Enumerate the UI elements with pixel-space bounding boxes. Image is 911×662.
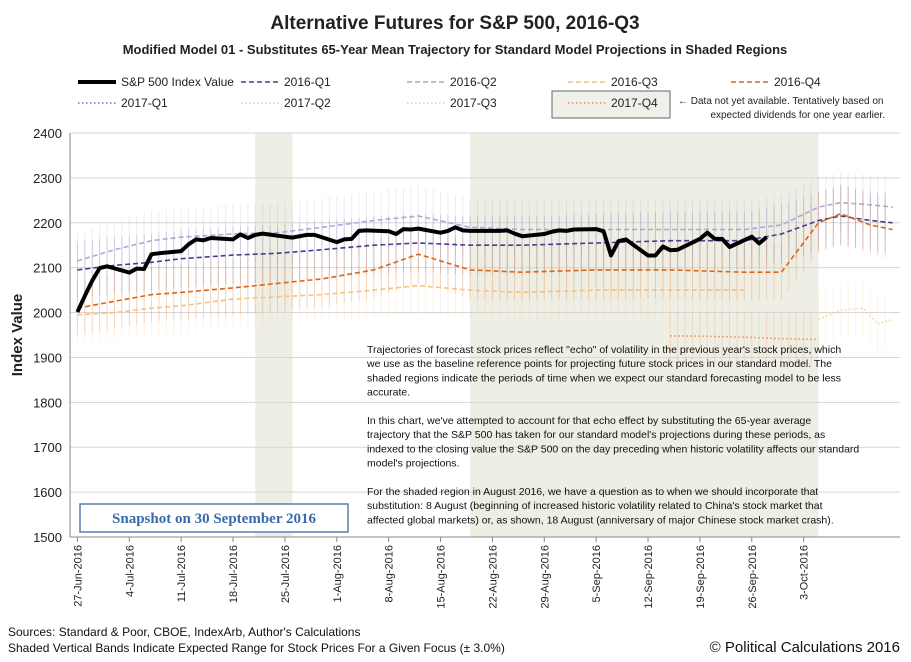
- legend-label: 2016-Q3: [611, 75, 658, 89]
- x-tick-label: 11-Jul-2016: [176, 545, 188, 602]
- y-tick-label: 2300: [33, 171, 62, 186]
- annotation-line: indexed to the closing value the S&P 500…: [367, 443, 859, 455]
- series-2016-q2: [77, 201, 893, 262]
- x-tick-label: 27-Jun-2016: [72, 545, 84, 607]
- x-tick-label: 19-Sep-2016: [695, 545, 707, 609]
- x-tick-label: 3-Oct-2016: [799, 545, 811, 600]
- series-2016-q4: [77, 213, 893, 309]
- footer-bands-note: Shaded Vertical Bands Indicate Expected …: [8, 641, 505, 655]
- legend-label: 2016-Q4: [774, 75, 821, 89]
- x-tick-label: 15-Aug-2016: [436, 545, 448, 609]
- annotation-line: model's projections.: [367, 458, 459, 470]
- series-2016-q3: [77, 284, 745, 316]
- series-2017-q3: [818, 307, 893, 325]
- annotation-line: trajectory that the S&P 500 has taken fo…: [367, 429, 825, 441]
- legend-label: 2017-Q3: [450, 96, 497, 110]
- legend-unavailable-box: [551, 90, 671, 119]
- x-tick-label: 5-Sep-2016: [591, 545, 603, 603]
- y-tick-label: 1500: [33, 530, 62, 545]
- legend-label: 2016-Q2: [450, 75, 497, 89]
- gridlines: [70, 132, 900, 493]
- shaded-region-2: [470, 133, 819, 537]
- series-2016-q1: [77, 215, 893, 271]
- annotation-line: In this chart, we've attempted to accoun…: [367, 415, 811, 427]
- legend-label: S&P 500 Index Value: [121, 75, 234, 89]
- series-lines: [75, 201, 893, 341]
- legend: S&P 500 Index Value 2016-Q1 2016-Q2 2016-Q3…: [78, 75, 821, 119]
- shaded-region-1: [255, 133, 293, 537]
- x-tick-label: 18-Jul-2016: [228, 545, 240, 603]
- snapshot-box: Snapshot on 30 September 2016: [79, 503, 349, 533]
- y-tick-label: 2000: [33, 306, 62, 321]
- annotation-line: accurate.: [367, 387, 410, 399]
- x-tick-label: 25-Jul-2016: [280, 545, 292, 603]
- y-tick-label: 2100: [33, 261, 62, 276]
- y-tick-label: 2200: [33, 216, 62, 231]
- chart-subtitle: Modified Model 01 - Substitutes 65-Year …: [123, 42, 788, 57]
- annotation-line: substitution: 8 August (beginning of inc…: [367, 500, 823, 512]
- legend-label: 2017-Q4: [611, 96, 658, 110]
- x-axis: 27-Jun-2016 4-Jul-2016 11-Jul-2016 18-Jul-2…: [72, 537, 811, 609]
- y-tick-label: 2400: [33, 126, 62, 141]
- chart-title: Alternative Futures for S&P 500, 2016-Q3: [270, 13, 639, 34]
- annotation-line: For the shaded region in August 2016, we…: [367, 486, 818, 498]
- legend-label: 2017-Q2: [284, 96, 331, 110]
- legend-label: 2017-Q1: [121, 96, 168, 110]
- x-tick-label: 26-Sep-2016: [747, 545, 759, 609]
- snapshot-label: Snapshot on 30 September 2016: [112, 511, 316, 527]
- y-tick-label: 1700: [33, 440, 62, 455]
- y-tick-label: 1900: [33, 350, 62, 365]
- series-2017-q4: [670, 335, 819, 341]
- legend-note-line-2: expected dividends for one year earlier.: [710, 110, 885, 121]
- x-tick-label: 1-Aug-2016: [332, 545, 344, 603]
- footer-sources: Sources: Standard & Poor, CBOE, IndexArb…: [8, 625, 360, 639]
- y-tick-label: 1600: [33, 485, 62, 500]
- x-tick-label: 8-Aug-2016: [384, 545, 396, 603]
- x-tick-label: 4-Jul-2016: [124, 545, 136, 597]
- y-axis: 1500 1600 1700 1800 1900 2000 2100 2200 2300 2400: [33, 126, 62, 545]
- x-tick-label: 22-Aug-2016: [487, 545, 499, 609]
- shaded-regions: [255, 133, 819, 537]
- annotation-line: we use as the baseline reference points …: [366, 358, 832, 370]
- series-s-p-500-index-value: [75, 225, 768, 313]
- annotation-line: Trajectories of forecast stock prices re…: [367, 344, 841, 356]
- legend-label: 2016-Q1: [284, 75, 331, 89]
- annotation-line: shaded regions indicate the periods of t…: [367, 372, 841, 384]
- legend-note: ← Data not yet available. Tentatively ba…: [678, 96, 885, 121]
- footer-copyright: © Political Calculations 2016: [710, 639, 900, 656]
- annotation-line: affected global markets) or, as shown, 1…: [367, 514, 834, 526]
- y-axis-label: Index Value: [9, 294, 26, 377]
- annotation-text: Trajectories of forecast stock prices re…: [366, 344, 859, 526]
- x-tick-label: 29-Aug-2016: [539, 545, 551, 609]
- legend-note-line-1: ← Data not yet available. Tentatively ba…: [678, 96, 884, 107]
- y-tick-label: 1800: [33, 395, 62, 410]
- x-tick-label: 12-Sep-2016: [643, 545, 655, 609]
